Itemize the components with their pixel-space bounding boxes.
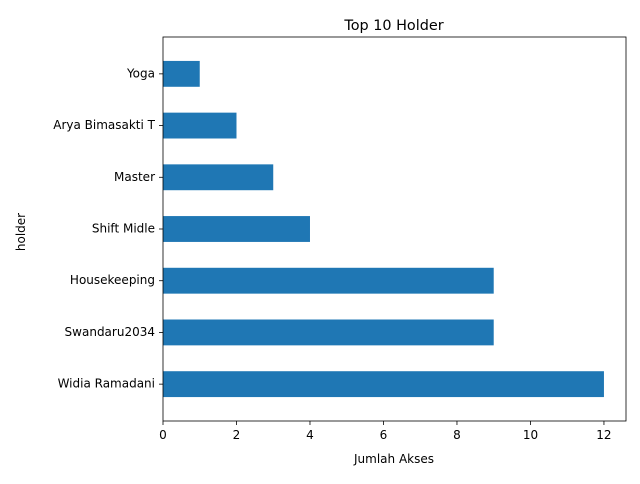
x-tick-label: 10 <box>523 428 538 442</box>
x-tick-label: 12 <box>596 428 611 442</box>
chart-title: Top 10 Holder <box>343 18 443 34</box>
bar <box>163 267 494 294</box>
axes-frame <box>162 36 627 422</box>
x-tick-label: 0 <box>159 428 167 442</box>
y-tick-label: Yoga <box>126 66 155 80</box>
y-tick-label: Housekeeping <box>70 273 155 287</box>
x-tick-label: 6 <box>380 428 388 442</box>
y-tick-label: Swandaru2034 <box>65 325 155 339</box>
bar <box>163 112 237 139</box>
bar <box>163 319 494 346</box>
x-tick-label: 2 <box>233 428 241 442</box>
y-tick-label: Master <box>114 170 155 184</box>
x-axis-label: Jumlah Akses <box>353 452 434 466</box>
y-tick-label: Widia Ramadani <box>58 377 155 391</box>
y-tick-label: Arya Bimasakti T <box>53 118 155 132</box>
bar <box>163 371 604 398</box>
bar <box>163 60 200 87</box>
y-tick-label: Shift Midle <box>92 222 155 236</box>
bar <box>163 216 310 242</box>
bar <box>163 164 274 191</box>
x-tick-label: 4 <box>306 428 314 442</box>
x-tick-label: 8 <box>453 428 461 442</box>
y-axis-label: holder <box>14 213 28 251</box>
plot-area: Widia Ramadani Swandaru2034 Housekeeping Sh… <box>53 36 627 442</box>
